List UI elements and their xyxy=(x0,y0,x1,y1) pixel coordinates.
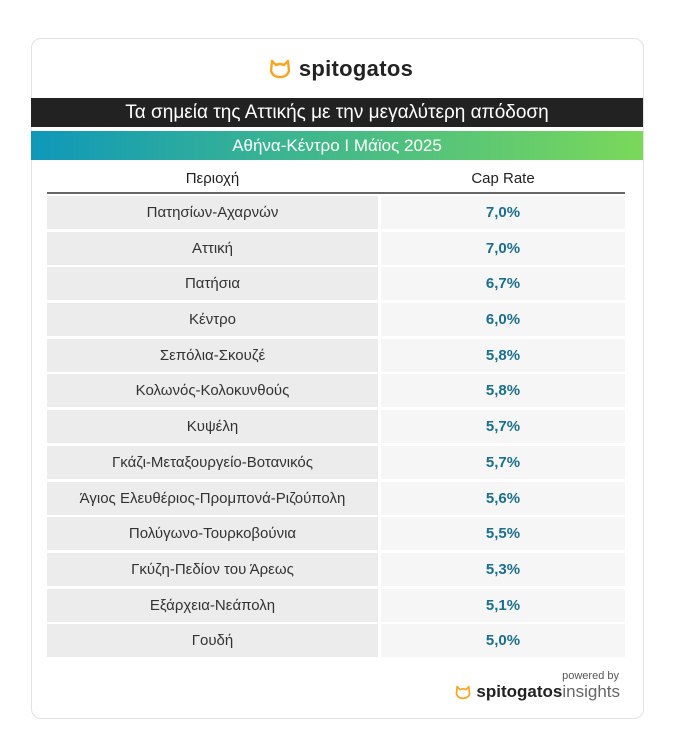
table-row: Αττική 7,0% xyxy=(47,231,625,265)
table-row: Γκάζι-Μεταξουργείο-Βοτανικός 5,7% xyxy=(47,445,625,479)
cap-rate-cell: 5,7% xyxy=(381,445,625,479)
logo: spitogatos xyxy=(0,56,682,82)
cap-rate-cell: 5,3% xyxy=(381,552,625,586)
table-row: Γουδή 5,0% xyxy=(47,624,625,658)
cap-rate-cell: 7,0% xyxy=(381,196,625,229)
table-row: Σεπόλια-Σκουζέ 5,8% xyxy=(47,338,625,372)
table-row: Πολύγωνο-Τουρκοβούνια 5,5% xyxy=(47,517,625,551)
area-cell: Κολωνός-Κολοκυνθούς xyxy=(47,374,378,408)
area-cell: Γκάζι-Μεταξουργείο-Βοτανικός xyxy=(47,445,378,479)
area-cell: Πατήσια xyxy=(47,267,378,301)
area-cell: Πατησίων-Αχαρνών xyxy=(47,196,378,229)
area-cell: Αττική xyxy=(47,231,378,265)
area-cell: Κυψέλη xyxy=(47,410,378,444)
table-row: Εξάρχεια-Νεάπολη 5,1% xyxy=(47,588,625,622)
cap-rate-cell: 5,0% xyxy=(381,624,625,658)
table-header: Περιοχή Cap Rate xyxy=(47,168,625,194)
column-header-cap-rate: Cap Rate xyxy=(471,170,535,187)
logo-text: spitogatos xyxy=(298,56,414,81)
table-row: Κυψέλη 5,7% xyxy=(47,410,625,444)
table-row: Γκύζη-Πεδίον του Άρεως 5,3% xyxy=(47,552,625,586)
powered-by-label: powered by xyxy=(562,670,619,682)
cap-rate-cell: 5,1% xyxy=(381,588,625,622)
table-row: Άγιος Ελευθέριος-Προμπονά-Ριζούπολη 5,6% xyxy=(47,481,625,515)
cap-rate-cell: 5,8% xyxy=(381,374,625,408)
cap-rate-cell: 5,8% xyxy=(381,338,625,372)
table-row: Κέντρο 6,0% xyxy=(47,303,625,337)
cap-rate-cell: 5,6% xyxy=(381,481,625,515)
footer-suffix: insights xyxy=(562,682,620,701)
area-cell: Γκύζη-Πεδίον του Άρεως xyxy=(47,552,378,586)
area-cell: Γουδή xyxy=(47,624,378,658)
page-title: Τα σημεία της Αττικής με την μεγαλύτερη … xyxy=(31,98,643,127)
subtitle: Αθήνα-Κέντρο I Μάϊος 2025 xyxy=(31,131,643,160)
cap-rate-cell: 7,0% xyxy=(381,231,625,265)
area-cell: Πολύγωνο-Τουρκοβούνια xyxy=(47,517,378,551)
cap-rate-cell: 5,7% xyxy=(381,410,625,444)
cap-rate-cell: 6,0% xyxy=(381,303,625,337)
column-header-area: Περιοχή xyxy=(185,170,240,187)
table-row: Πατήσια 6,7% xyxy=(47,267,625,301)
cap-rate-cell: 5,5% xyxy=(381,517,625,551)
table-body: Πατησίων-Αχαρνών 7,0% Αττική 7,0% Πατήσια 6,7… xyxy=(47,196,625,660)
cat-logo-icon xyxy=(269,59,291,79)
cat-logo-icon xyxy=(455,685,471,700)
footer-logo: spitogatosinsights xyxy=(455,682,620,702)
cap-rate-cell: 6,7% xyxy=(381,267,625,301)
area-cell: Εξάρχεια-Νεάπολη xyxy=(47,588,378,622)
area-cell: Σεπόλια-Σκουζέ xyxy=(47,338,378,372)
table-row: Κολωνός-Κολοκυνθούς 5,8% xyxy=(47,374,625,408)
table-row: Πατησίων-Αχαρνών 7,0% xyxy=(47,196,625,229)
area-cell: Κέντρο xyxy=(47,303,378,337)
area-cell: Άγιος Ελευθέριος-Προμπονά-Ριζούπολη xyxy=(47,481,378,515)
footer-brand: spitogatos xyxy=(476,682,563,701)
